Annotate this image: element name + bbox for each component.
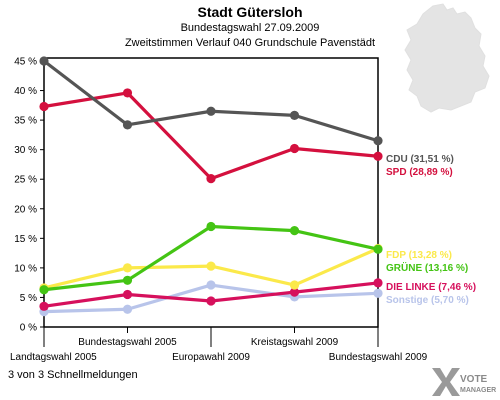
- data-point: [289, 287, 300, 297]
- data-point: [289, 226, 300, 236]
- y-tick-label: 0 %: [20, 323, 37, 334]
- data-point: [122, 304, 133, 314]
- chart-header: Stadt Gütersloh Bundestagswahl 27.09.200…: [0, 4, 500, 51]
- series-label: Sonstige (5,70 %): [386, 295, 469, 306]
- data-point: [122, 289, 133, 300]
- data-point: [39, 301, 49, 311]
- series-lines: [39, 56, 383, 317]
- data-point: [206, 296, 216, 306]
- series-labels: CDU (31,51 %) SPD (28,89 %) FDP (13,28 %)G…: [386, 154, 476, 306]
- germany-map-icon: [404, 3, 490, 113]
- data-point: [289, 143, 300, 154]
- y-tick-label: 35 %: [14, 116, 37, 127]
- y-tick-label: 40 %: [14, 86, 37, 97]
- x-tick-label: Landtagswahl 2005: [10, 352, 97, 363]
- data-point: [39, 101, 49, 112]
- data-point: [206, 280, 216, 290]
- series-label: GRÜNE (13,16 %): [386, 261, 468, 274]
- data-point: [373, 244, 383, 254]
- data-point: [122, 120, 133, 130]
- chart-subtitle: Bundestagswahl 27.09.2009: [180, 22, 320, 34]
- logo-line-1: VOTE: [460, 374, 488, 385]
- y-tick-label: 25 %: [14, 175, 37, 186]
- data-point: [206, 221, 216, 232]
- x-tick-label: Bundestagswahl 2009: [329, 352, 428, 363]
- chart-subtitle-2: Zweitstimmen Verlauf 040 Grundschule Pav…: [124, 37, 376, 49]
- chart-title: Stadt Gütersloh: [197, 4, 303, 20]
- series-label: DIE LINKE (7,46 %): [386, 282, 476, 293]
- series-label: CDU (31,51 %): [386, 154, 454, 165]
- data-point: [122, 263, 133, 273]
- series-label: SPD (28,89 %): [386, 167, 453, 178]
- data-point: [122, 275, 133, 285]
- vote-manager-logo: VOTE MANAGER: [432, 368, 496, 396]
- x-tick-label: Kreistagswahl 2009: [251, 337, 339, 348]
- x-tick-label: Bundestagswahl 2005: [78, 337, 177, 348]
- data-point: [39, 56, 49, 66]
- x-tick-label: Europawahl 2009: [172, 352, 250, 363]
- data-point: [289, 280, 300, 290]
- y-tick-label: 30 %: [14, 145, 37, 156]
- data-point: [206, 261, 216, 271]
- data-point: [122, 88, 133, 98]
- data-point: [289, 110, 300, 120]
- data-point: [373, 151, 383, 161]
- data-point: [206, 174, 216, 184]
- series-line-gr-ne: [43, 224, 379, 292]
- y-tick-label: 15 %: [14, 234, 37, 245]
- series-line-cdu: [43, 59, 379, 143]
- data-point: [373, 288, 383, 298]
- data-point: [206, 106, 216, 116]
- y-axis: 0 % 5 % 10 % 15 % 20 % 25 % 30 % 35 % 40 % 45 %: [14, 57, 44, 334]
- data-point: [39, 285, 49, 295]
- data-point: [373, 136, 383, 146]
- y-tick-label: 45 %: [14, 57, 37, 68]
- y-tick-label: 20 %: [14, 204, 37, 215]
- series-label: FDP (13,28 %): [386, 250, 452, 261]
- logo-line-2: MANAGER: [460, 387, 496, 394]
- x-axis: Landtagswahl 2005 Bundestagswahl 2005 Euro…: [10, 327, 428, 363]
- series-line-spd: [43, 91, 379, 181]
- data-point: [373, 278, 383, 288]
- footer-status: 3 von 3 Schnellmeldungen: [8, 369, 138, 381]
- y-tick-label: 10 %: [14, 263, 37, 274]
- y-tick-label: 5 %: [20, 293, 37, 304]
